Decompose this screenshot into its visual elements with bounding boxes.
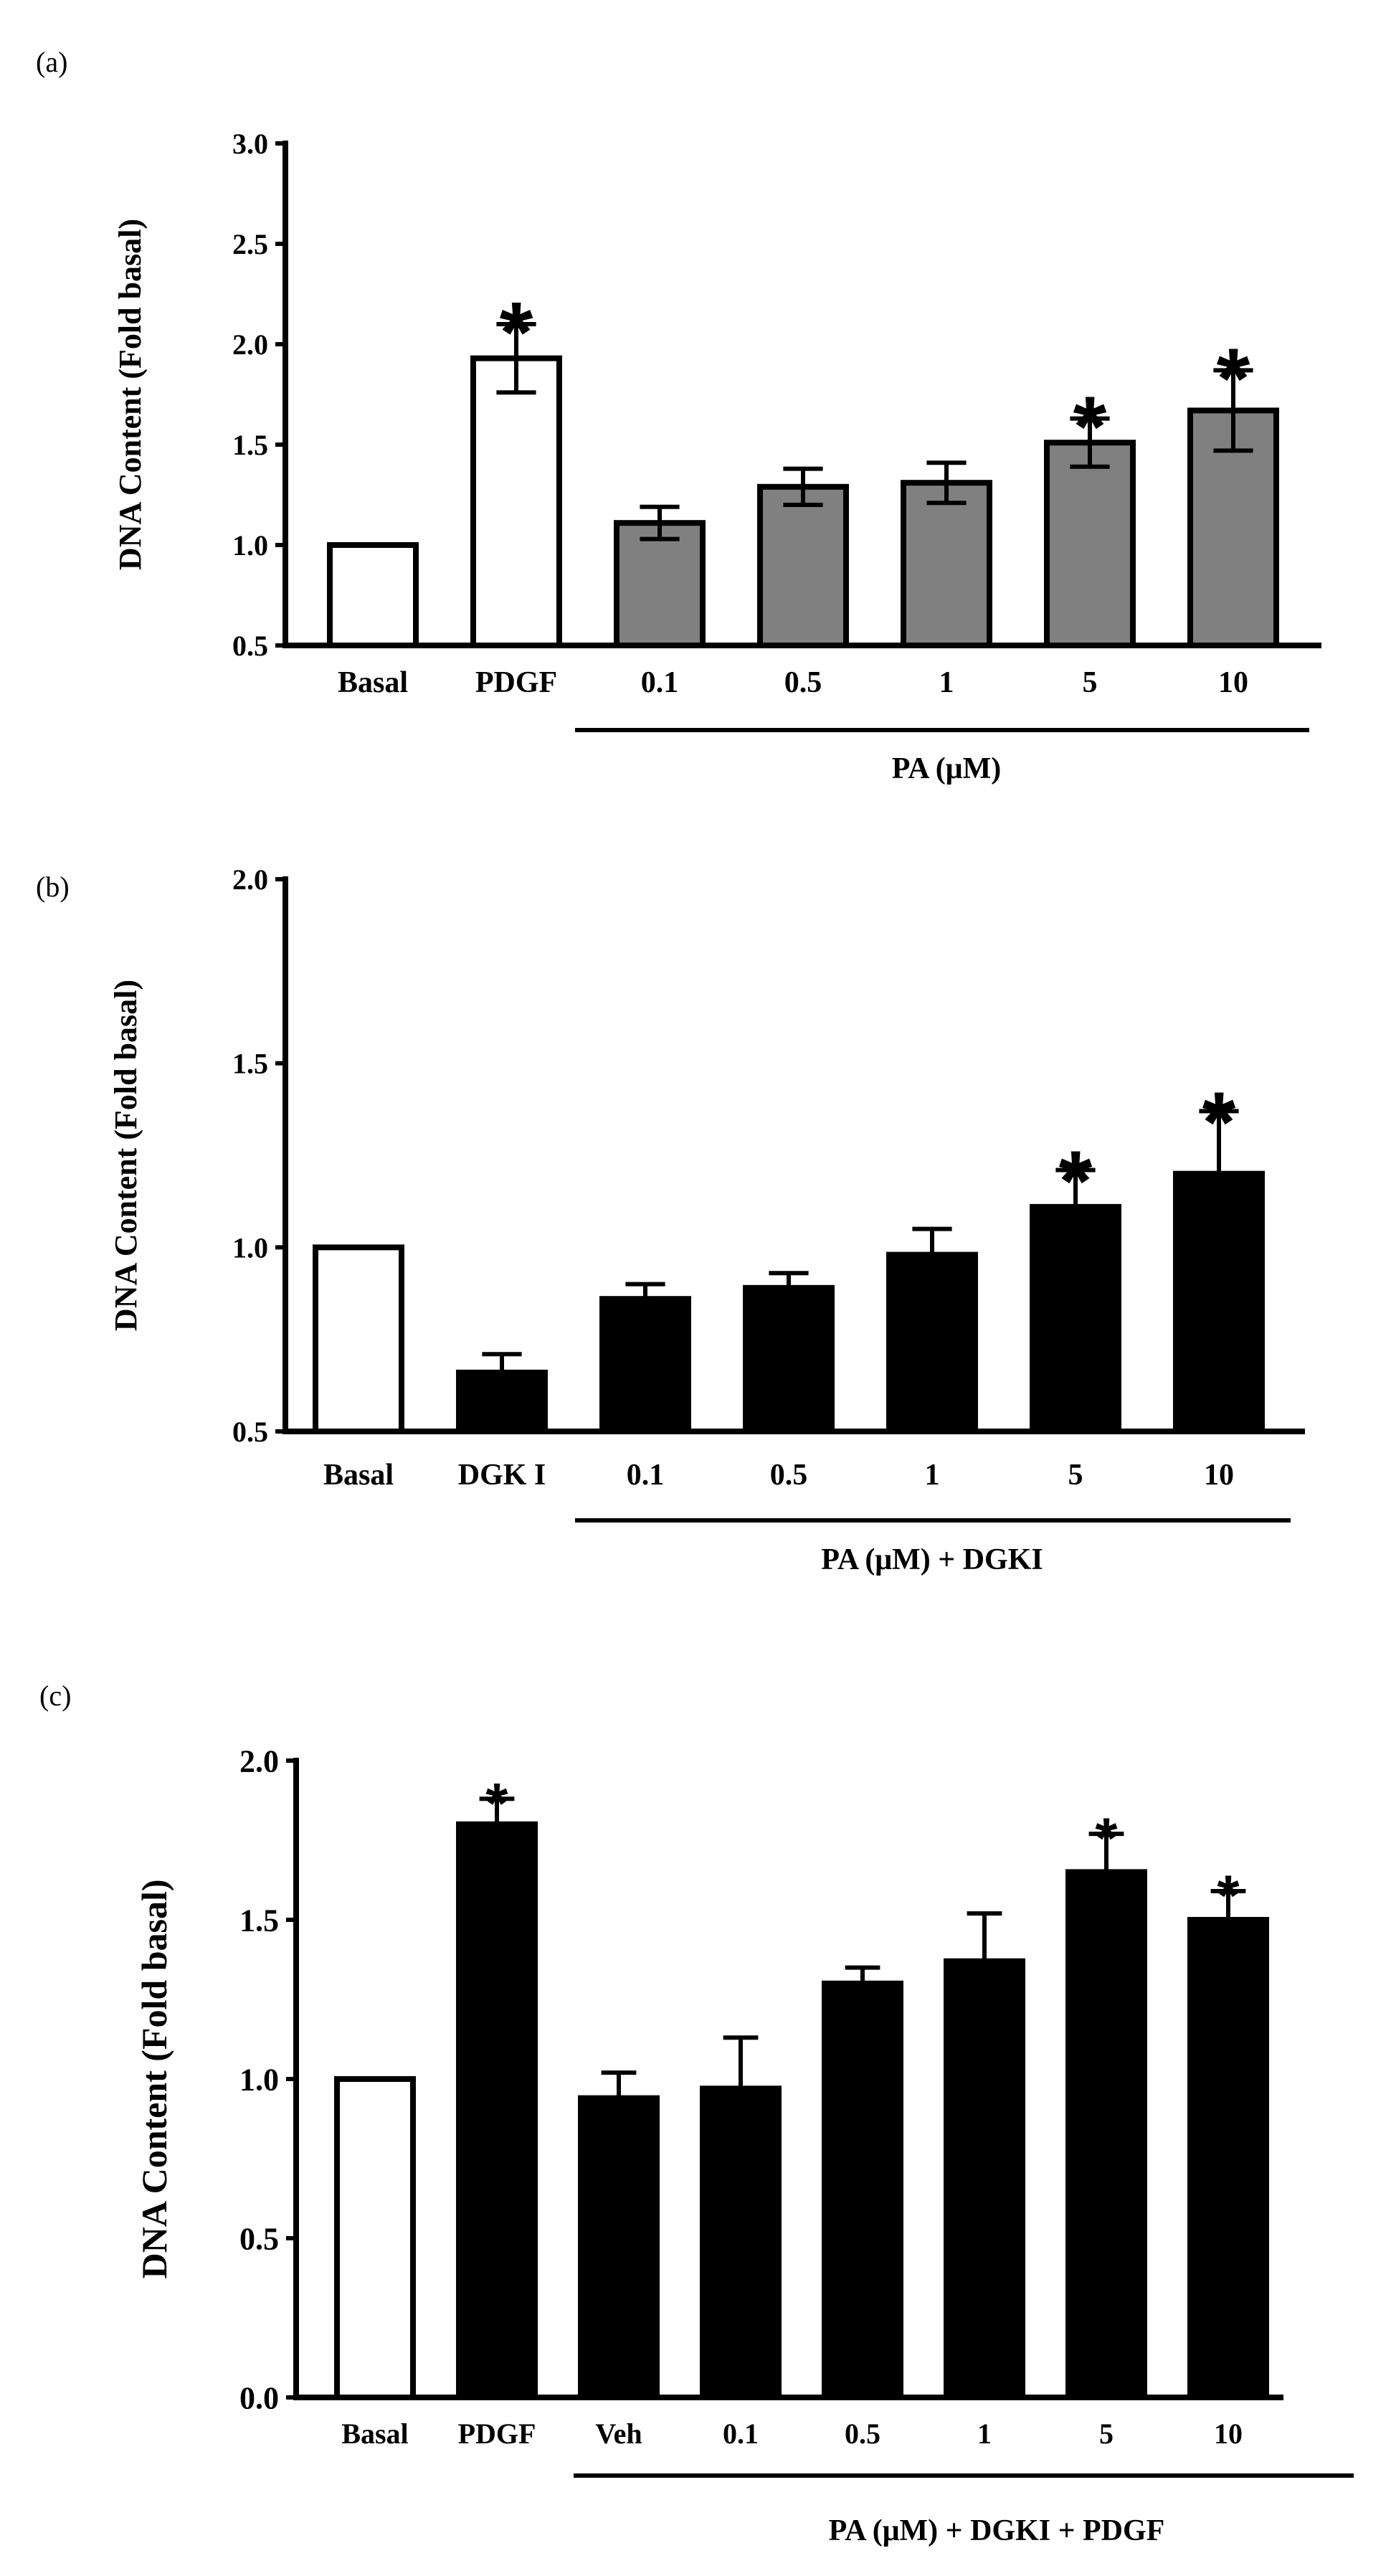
y-tick-label-4: 2.0 [232, 863, 268, 896]
bar-3 [599, 1296, 691, 1434]
category-label-5: 0.5 [845, 2418, 880, 2450]
bar-2 [470, 355, 562, 648]
category-label-4: 0.1 [723, 2418, 759, 2450]
y-tick-label-2: 1.0 [232, 1231, 268, 1264]
bar-5 [886, 1251, 978, 1434]
bar-6 [1044, 440, 1136, 648]
category-label-2: DGK I [458, 1459, 546, 1492]
bar-1 [327, 542, 419, 648]
bar-4 [700, 2085, 782, 2401]
y-tick-label-1: 0.5 [232, 630, 268, 662]
group-label: PA (μM) + DGKI [821, 1543, 1043, 1576]
bar-5 [822, 1980, 903, 2401]
group-label: PA (μM) [892, 752, 1001, 785]
panel-b: (b) DNA Content (Fold basal) Basal DGK I 0.1… [36, 863, 1305, 1576]
y-tick-label-1: 0.5 [232, 1416, 268, 1448]
bar-5 [901, 480, 992, 649]
significance-star-2: * [485, 1771, 508, 1835]
y-tick-label-4: 1.5 [239, 1903, 279, 1938]
significance-star-7: * [1095, 1806, 1118, 1870]
category-label-8: 10 [1214, 2418, 1243, 2450]
bar-1 [334, 2076, 416, 2400]
y-tick-label-6: 3.0 [232, 128, 268, 160]
bar-6 [944, 1958, 1025, 2400]
category-label-4: 0.5 [784, 666, 822, 699]
y-tick-label-3: 1.5 [232, 429, 268, 461]
category-label-1: Basal [338, 666, 408, 699]
category-label-2: PDGF [475, 666, 557, 699]
group-label: PA (μM) + DGKI + PDGF [829, 2514, 1165, 2547]
category-label-6: 5 [1068, 1459, 1083, 1492]
category-label-1: Basal [341, 2418, 408, 2450]
y-tick-label-4: 2.0 [232, 328, 268, 361]
bar-2 [456, 1821, 538, 2401]
category-label-4: 0.5 [770, 1459, 808, 1492]
panel-c: (c) DNA Content (Fold basal) Basal * PDGF Veh… [39, 1680, 1354, 2547]
y-tick-label-2: 1.0 [232, 529, 268, 562]
panel-label: (c) [39, 1680, 71, 1712]
panel-a: (a) DNA Content (Fold basal) Basal * PDGF 0.1… [36, 46, 1321, 785]
y-axis-title: DNA Content (Fold basal) [113, 219, 148, 570]
bar-7 [1065, 1869, 1147, 2400]
y-tick-label-2: 0.5 [239, 2221, 279, 2256]
category-label-7: 10 [1218, 666, 1248, 699]
bar-8 [1187, 1917, 1269, 2400]
panel-label: (b) [36, 871, 70, 903]
y-tick-label-5: 2.0 [239, 1743, 279, 1779]
category-label-3: Veh [595, 2418, 642, 2450]
category-label-6: 5 [1083, 666, 1098, 699]
y-axis-title: DNA Content (Fold basal) [134, 1880, 174, 2279]
significance-star-8: * [1217, 1864, 1240, 1928]
category-label-2: PDGF [458, 2418, 536, 2450]
category-label-7: 5 [1099, 2418, 1114, 2450]
significance-star-6: * [1073, 379, 1107, 475]
category-label-3: 0.1 [627, 1459, 665, 1492]
y-tick-label-3: 1.0 [239, 2062, 279, 2097]
significance-star-7: * [1202, 1074, 1236, 1170]
category-label-5: 1 [939, 666, 954, 699]
category-label-7: 10 [1204, 1459, 1234, 1492]
y-tick-label-3: 1.5 [232, 1048, 268, 1080]
significance-star-7: * [1217, 331, 1250, 427]
bar-1 [313, 1244, 404, 1435]
significance-star-6: * [1059, 1133, 1093, 1229]
category-label-3: 0.1 [641, 666, 679, 699]
bar-4 [757, 483, 849, 648]
bar-3 [578, 2095, 660, 2400]
category-label-1: Basal [323, 1459, 394, 1492]
bar-4 [743, 1284, 835, 1435]
y-tick-label-1: 0.0 [239, 2380, 279, 2415]
y-tick-label-5: 2.5 [232, 228, 268, 260]
category-label-6: 1 [977, 2418, 992, 2450]
category-label-5: 1 [925, 1459, 940, 1492]
panel-label: (a) [36, 46, 67, 78]
y-axis-title: DNA Content (Fold basal) [108, 980, 143, 1331]
bar-3 [614, 520, 706, 649]
significance-star-2: * [500, 284, 533, 380]
